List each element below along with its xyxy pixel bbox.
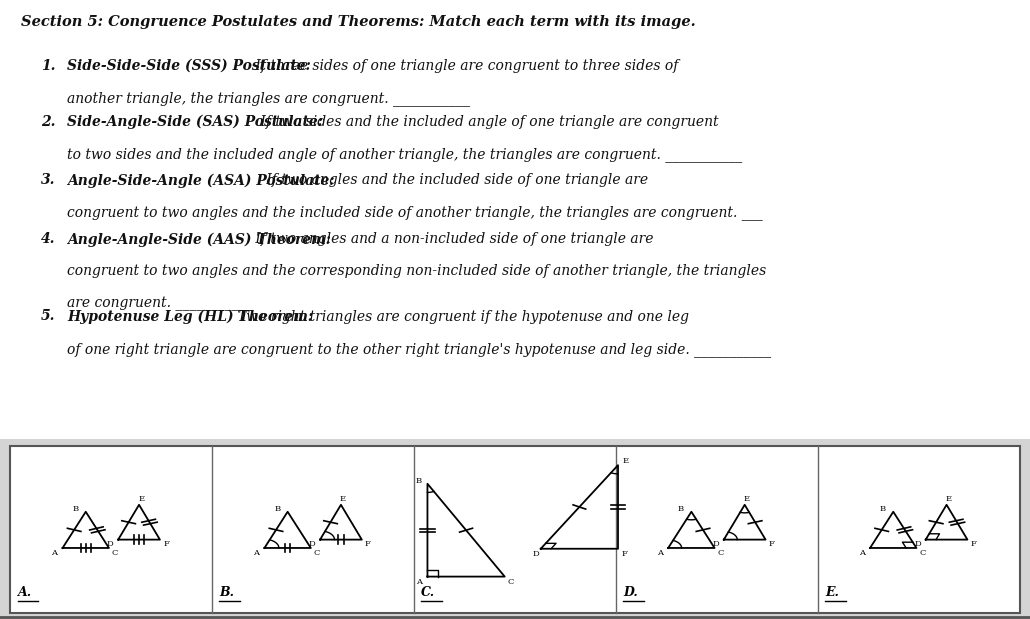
Text: another triangle, the triangles are congruent. ___________: another triangle, the triangles are cong…: [67, 91, 470, 106]
Text: B: B: [678, 505, 684, 513]
Text: 5.: 5.: [41, 310, 56, 324]
Text: C.: C.: [421, 586, 436, 599]
Text: If three sides of one triangle are congruent to three sides of: If three sides of one triangle are congr…: [250, 59, 678, 73]
Text: 4.: 4.: [41, 232, 56, 246]
Text: F: F: [365, 540, 371, 548]
Text: E: E: [138, 495, 144, 503]
Text: C: C: [920, 549, 926, 557]
Text: 2.: 2.: [41, 115, 56, 129]
Text: D: D: [914, 540, 921, 548]
Text: B.: B.: [219, 586, 235, 599]
Text: C: C: [112, 549, 118, 557]
Bar: [0, 0, 1030, 439]
Text: Angle-Side-Angle (ASA) Postulate:: Angle-Side-Angle (ASA) Postulate:: [67, 173, 335, 188]
Text: A: A: [859, 549, 865, 557]
Text: C: C: [718, 549, 724, 557]
Text: A: A: [416, 578, 422, 586]
Text: C: C: [314, 549, 320, 557]
Text: B: B: [415, 477, 421, 485]
Text: E: E: [622, 457, 628, 465]
Text: D: D: [308, 540, 315, 548]
Text: Side-Angle-Side (SAS) Postulate:: Side-Angle-Side (SAS) Postulate:: [67, 115, 322, 129]
Text: 3.: 3.: [41, 173, 56, 188]
Text: 1.: 1.: [41, 59, 56, 73]
Text: B: B: [880, 505, 886, 513]
Text: A.: A.: [18, 586, 32, 599]
Text: E: E: [744, 495, 750, 503]
Text: B: B: [274, 505, 280, 513]
Text: F: F: [621, 550, 627, 558]
Text: If two angles and a non-included side of one triangle are: If two angles and a non-included side of…: [250, 232, 653, 246]
Text: of one right triangle are congruent to the other right triangle's hypotenuse and: of one right triangle are congruent to t…: [67, 342, 771, 357]
Text: D: D: [106, 540, 113, 548]
Text: F: F: [163, 540, 169, 548]
Text: Angle-Angle-Side (AAS) Theorem:: Angle-Angle-Side (AAS) Theorem:: [67, 232, 331, 246]
Text: congruent to two angles and the corresponding non-included side of another trian: congruent to two angles and the correspo…: [67, 264, 766, 279]
Text: Side-Side-Side (SSS) Postulate:: Side-Side-Side (SSS) Postulate:: [67, 59, 311, 73]
Text: D.: D.: [623, 586, 638, 599]
Text: C: C: [508, 578, 514, 586]
Text: A: A: [657, 549, 663, 557]
Text: Section 5: Congruence Postulates and Theorems: Match each term with its image.: Section 5: Congruence Postulates and The…: [21, 15, 695, 30]
Text: E: E: [340, 495, 346, 503]
Text: F: F: [970, 540, 976, 548]
Bar: [10, 446, 1020, 613]
Text: D: D: [533, 550, 539, 558]
Text: A: A: [253, 549, 260, 557]
Text: Hypotenuse Leg (HL) Theorem:: Hypotenuse Leg (HL) Theorem:: [67, 310, 313, 324]
Text: F: F: [768, 540, 775, 548]
Text: congruent to two angles and the included side of another triangle, the triangles: congruent to two angles and the included…: [67, 206, 762, 220]
Text: A: A: [52, 549, 58, 557]
Text: are congruent. ___________: are congruent. ___________: [67, 297, 252, 311]
Text: B: B: [72, 505, 78, 513]
Text: E.: E.: [825, 586, 838, 599]
Text: If two angles and the included side of one triangle are: If two angles and the included side of o…: [263, 173, 649, 188]
Text: D: D: [712, 540, 719, 548]
Text: If two sides and the included angle of one triangle are congruent: If two sides and the included angle of o…: [256, 115, 719, 129]
Text: to two sides and the included angle of another triangle, the triangles are congr: to two sides and the included angle of a…: [67, 147, 743, 162]
Text: Two right triangles are congruent if the hypotenuse and one leg: Two right triangles are congruent if the…: [233, 310, 689, 324]
Text: E: E: [946, 495, 952, 503]
